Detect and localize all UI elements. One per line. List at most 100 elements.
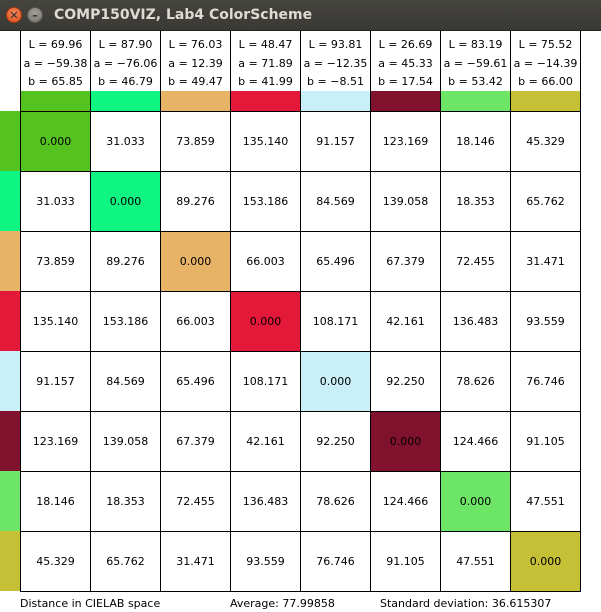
lab-b-value: b = 53.42 — [448, 75, 503, 88]
matrix-cell: 31.471 — [160, 531, 230, 591]
column-color-swatch — [300, 91, 370, 112]
matrix-cell: 67.379 — [370, 231, 440, 291]
matrix-cell: 47.551 — [440, 531, 510, 591]
lab-b-value: b = 49.47 — [168, 75, 223, 88]
matrix-cell: 89.276 — [160, 171, 230, 231]
matrix-cell: 76.746 — [510, 351, 580, 411]
matrix-cell: 65.496 — [300, 231, 370, 291]
lab-a-value: a = −12.35 — [303, 56, 368, 70]
matrix-cell: 91.157 — [300, 111, 370, 171]
column-color-swatch — [20, 91, 90, 112]
lab-values-header: L = 75.52 a = −14.39 b = 66.00 — [510, 31, 580, 91]
lab-b-value: b = 41.99 — [238, 75, 293, 88]
matrix-cell: 91.157 — [20, 351, 90, 411]
matrix-cell: 93.559 — [510, 291, 580, 351]
lab-values-header: L = 48.47 a = 71.89 b = 41.99 — [230, 31, 300, 91]
lab-values-header: L = 87.90 a = −76.06 b = 46.79 — [90, 31, 160, 91]
lab-a-value: a = 45.33 — [378, 56, 433, 70]
matrix-cell: 18.146 — [440, 111, 510, 171]
matrix-cell: 31.033 — [90, 111, 160, 171]
lab-a-value: a = −76.06 — [93, 56, 158, 70]
lab-values-header: L = 26.69 a = 45.33 b = 17.54 — [370, 31, 440, 91]
matrix-cell: 136.483 — [440, 291, 510, 351]
column-color-swatch — [230, 91, 300, 112]
matrix-cell: 108.171 — [300, 291, 370, 351]
lab-l-value: L = 69.96 — [28, 38, 83, 51]
lab-values-header: L = 76.03 a = 12.39 b = 49.47 — [160, 31, 230, 91]
lab-a-value: a = 71.89 — [238, 56, 293, 70]
matrix-cell: 18.146 — [20, 471, 90, 531]
average-value: Average: 77.99858 — [230, 597, 335, 610]
space-label: Distance in CIELAB space — [20, 597, 161, 610]
grid-bottom-border — [20, 591, 581, 592]
matrix-diagonal-cell: 0.000 — [160, 231, 230, 291]
matrix-cell: 91.105 — [370, 531, 440, 591]
matrix-diagonal-cell: 0.000 — [230, 291, 300, 351]
column-color-swatch — [160, 91, 230, 112]
lab-b-value: b = 17.54 — [378, 75, 433, 88]
lab-l-value: L = 83.19 — [448, 38, 503, 51]
close-icon[interactable]: ✕ — [6, 7, 22, 23]
lab-l-value: L = 75.52 — [518, 38, 573, 51]
matrix-cell: 78.626 — [440, 351, 510, 411]
row-color-swatch — [0, 231, 20, 291]
std-dev-value: Standard deviation: 36.615307 — [380, 597, 552, 610]
matrix-cell: 65.496 — [160, 351, 230, 411]
matrix-cell: 124.466 — [440, 411, 510, 471]
matrix-cell: 93.559 — [230, 531, 300, 591]
matrix-cell: 47.551 — [510, 471, 580, 531]
matrix-cell: 67.379 — [160, 411, 230, 471]
matrix-cell: 108.171 — [230, 351, 300, 411]
matrix-cell: 66.003 — [230, 231, 300, 291]
matrix-cell: 31.471 — [510, 231, 580, 291]
matrix-cell: 136.483 — [230, 471, 300, 531]
lab-a-value: a = −59.38 — [23, 56, 88, 70]
matrix-cell: 65.762 — [90, 531, 160, 591]
matrix-cell: 66.003 — [160, 291, 230, 351]
row-color-swatch — [0, 291, 20, 351]
matrix-cell: 73.859 — [160, 111, 230, 171]
matrix-cell: 45.329 — [20, 531, 90, 591]
row-color-swatch — [0, 171, 20, 231]
lab-a-value: a = −59.61 — [443, 56, 508, 70]
matrix-cell: 31.033 — [20, 171, 90, 231]
matrix-cell: 89.276 — [90, 231, 160, 291]
matrix-cell: 42.161 — [370, 291, 440, 351]
lab-l-value: L = 26.69 — [378, 38, 433, 51]
matrix-cell: 45.329 — [510, 111, 580, 171]
matrix-cell: 91.105 — [510, 411, 580, 471]
matrix-cell: 42.161 — [230, 411, 300, 471]
matrix-cell: 65.762 — [510, 171, 580, 231]
lab-b-value: b = 66.00 — [518, 75, 573, 88]
matrix-diagonal-cell: 0.000 — [20, 111, 90, 171]
column-color-swatch — [510, 91, 580, 112]
matrix-cell: 124.466 — [370, 471, 440, 531]
lab-values-header: L = 93.81 a = −12.35 b = −8.51 — [300, 31, 370, 91]
matrix-cell: 153.186 — [230, 171, 300, 231]
matrix-cell: 139.058 — [370, 171, 440, 231]
matrix-cell: 76.746 — [300, 531, 370, 591]
matrix-diagonal-cell: 0.000 — [90, 171, 160, 231]
row-color-swatch — [0, 531, 20, 591]
matrix-cell: 73.859 — [20, 231, 90, 291]
minimize-icon[interactable]: – — [27, 7, 43, 23]
matrix-cell: 123.169 — [20, 411, 90, 471]
row-color-swatch — [0, 351, 20, 411]
matrix-cell: 84.569 — [300, 171, 370, 231]
matrix-diagonal-cell: 0.000 — [510, 531, 580, 591]
matrix-cell: 92.250 — [370, 351, 440, 411]
lab-values-header: L = 69.96 a = −59.38 b = 65.85 — [20, 31, 90, 91]
lab-l-value: L = 76.03 — [168, 38, 223, 51]
column-color-swatch — [370, 91, 440, 112]
matrix-cell: 92.250 — [300, 411, 370, 471]
window-titlebar: ✕ – COMP150VIZ, Lab4 ColorScheme — [0, 0, 601, 31]
matrix-cell: 84.569 — [90, 351, 160, 411]
column-color-swatch — [90, 91, 160, 112]
matrix-diagonal-cell: 0.000 — [300, 351, 370, 411]
column-color-swatch — [440, 91, 510, 112]
distance-matrix-panel: L = 69.96 a = −59.38 b = 65.85 L = 87.90 a =… — [0, 31, 601, 596]
matrix-diagonal-cell: 0.000 — [440, 471, 510, 531]
lab-l-value: L = 93.81 — [308, 38, 363, 51]
row-color-swatch — [0, 111, 20, 171]
matrix-cell: 153.186 — [90, 291, 160, 351]
